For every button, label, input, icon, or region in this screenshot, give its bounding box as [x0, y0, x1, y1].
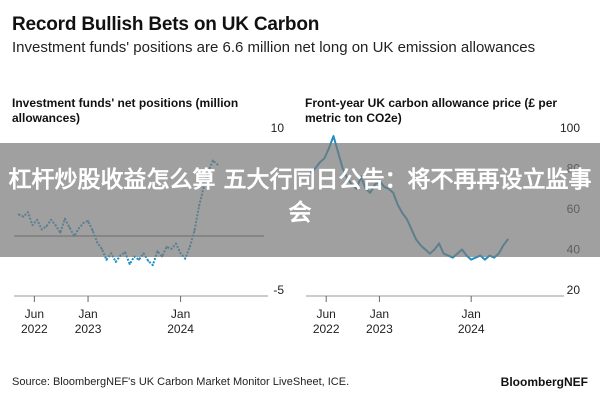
left-data-point	[114, 261, 117, 263]
left-x-tick-year: 2023	[75, 322, 102, 336]
chart-title: Record Bullish Bets on UK Carbon	[12, 14, 320, 35]
right-x-tick-year: 2023	[366, 322, 393, 336]
right-y-tick-label: 100	[560, 121, 580, 135]
left-data-point	[138, 258, 140, 261]
banner-overlay	[0, 143, 600, 257]
chart-subtitle: Investment funds' positions are 6.6 mill…	[12, 39, 536, 56]
left-data-point	[147, 259, 150, 262]
left-y-tick-label: 10	[271, 121, 285, 135]
right-x-tick-label: Jun	[317, 307, 336, 321]
left-data-point	[105, 258, 108, 261]
banner-text: 杠杆炒股收益怎么算 五大行同日公告：将不再再设立监事会	[8, 167, 592, 226]
left-panel-title: Investment funds' net positions (million…	[12, 96, 239, 125]
left-x-tick-year: 2022	[21, 322, 48, 336]
right-data-point	[474, 256, 477, 259]
right-data-point	[470, 258, 473, 261]
left-data-point	[184, 257, 187, 260]
right-y-tick-label: 20	[567, 283, 581, 297]
right-x-tick-year: 2022	[313, 322, 340, 336]
left-x-tick-year: 2024	[167, 322, 194, 336]
right-data-point	[332, 135, 335, 138]
right-x-tick-label: Jan	[461, 307, 480, 321]
right-panel-title: Front-year UK carbon allowance price (£ …	[305, 96, 558, 125]
brand-logo: BloombergNEF	[500, 375, 588, 389]
right-x-tick-year: 2024	[458, 322, 485, 336]
right-x-tick-label: Jan	[370, 307, 389, 321]
left-data-point	[151, 264, 154, 267]
left-x-tick-label: Jan	[171, 307, 190, 321]
left-x-tick-label: Jan	[78, 307, 97, 321]
left-y-tick-label: -5	[273, 283, 284, 297]
right-data-point	[484, 258, 486, 261]
right-data-point	[451, 256, 454, 259]
right-data-point	[493, 256, 496, 259]
left-data-point	[128, 263, 131, 265]
left-x-tick-label: Jun	[25, 307, 44, 321]
source-note: Source: BloombergNEF's UK Carbon Market …	[12, 376, 350, 388]
